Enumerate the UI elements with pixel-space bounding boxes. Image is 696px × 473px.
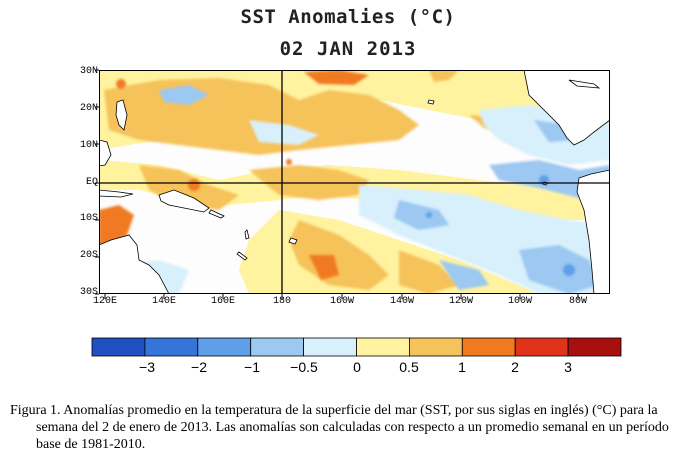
hawaii-islands bbox=[427, 99, 435, 105]
sst-anomaly-map bbox=[99, 70, 610, 294]
map-title: SST Anomalies (°C) bbox=[240, 6, 456, 28]
lat-label-20s: 20S bbox=[79, 250, 98, 261]
colorbar-cell bbox=[144, 337, 199, 357]
borneo-land bbox=[99, 139, 112, 167]
lat-label-10n: 10N bbox=[79, 140, 98, 151]
solomon-islands bbox=[208, 209, 225, 219]
lat-label-10s: 10S bbox=[79, 213, 98, 224]
colorbar-cell bbox=[461, 337, 516, 357]
lon-label-180: 180 bbox=[272, 296, 292, 307]
new-caledonia-island bbox=[236, 251, 248, 261]
colorbar-label: 3 bbox=[564, 359, 572, 375]
colorbar-cell bbox=[514, 337, 569, 357]
colorbar-cell bbox=[567, 337, 622, 357]
lon-label-80w: 80W bbox=[568, 296, 588, 307]
lon-label-100w: 100W bbox=[507, 296, 533, 307]
colorbar-label: 0.5 bbox=[399, 359, 419, 375]
colorbar-label: −3 bbox=[139, 359, 155, 375]
indonesia-islands bbox=[99, 189, 134, 198]
colorbar-label: 2 bbox=[511, 359, 519, 375]
colorbar-cell bbox=[408, 337, 463, 357]
lon-label-120e: 120E bbox=[92, 296, 118, 307]
vanuatu-island bbox=[244, 229, 250, 240]
colorbar-label: −2 bbox=[191, 359, 207, 375]
caribbean-island bbox=[568, 79, 601, 89]
colorbar-cell bbox=[197, 337, 252, 357]
philippines-land bbox=[115, 99, 128, 131]
lon-label-160w: 160W bbox=[329, 296, 355, 307]
colorbar-label: 0 bbox=[353, 359, 361, 375]
colorbar-cell bbox=[356, 337, 410, 357]
colorbar-label: −1 bbox=[244, 359, 260, 375]
lon-label-120w: 120W bbox=[448, 296, 474, 307]
lon-label-160e: 160E bbox=[210, 296, 236, 307]
lat-label-30n: 30N bbox=[79, 66, 98, 77]
land-masses bbox=[99, 70, 610, 294]
colorbar-cell bbox=[91, 337, 146, 357]
lon-label-140e: 140E bbox=[151, 296, 177, 307]
lat-label-eq: EQ bbox=[85, 177, 98, 188]
colorbar-cell bbox=[303, 337, 357, 357]
new-guinea-land bbox=[158, 189, 210, 213]
colorbar bbox=[91, 337, 622, 357]
central-america-land bbox=[523, 70, 610, 146]
lat-label-20n: 20N bbox=[79, 103, 98, 114]
map-frame bbox=[99, 70, 610, 294]
fiji-island bbox=[288, 237, 298, 245]
colorbar-label: −0.5 bbox=[290, 359, 318, 375]
lon-label-140w: 140W bbox=[389, 296, 415, 307]
figure-caption: Figura 1. Anomalías promedio en la tempe… bbox=[10, 402, 680, 453]
lat-label-30s: 30S bbox=[79, 287, 98, 298]
south-america-land bbox=[576, 169, 610, 294]
caption-text: Figura 1. Anomalías promedio en la tempe… bbox=[10, 403, 669, 452]
map-date: 02 JAN 2013 bbox=[279, 38, 417, 60]
map-ticks bbox=[95, 69, 579, 299]
colorbar-label: 1 bbox=[458, 359, 466, 375]
australia-land bbox=[99, 234, 170, 294]
colorbar-cell bbox=[250, 337, 304, 357]
